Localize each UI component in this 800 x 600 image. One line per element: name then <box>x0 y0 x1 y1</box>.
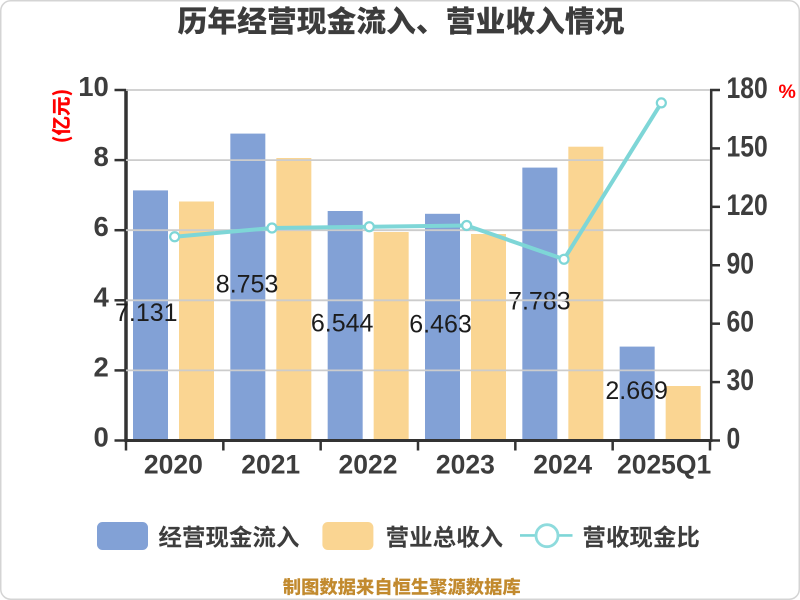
svg-text:2.669: 2.669 <box>605 377 668 405</box>
svg-text:2020: 2020 <box>144 449 203 479</box>
svg-text:0: 0 <box>727 423 741 456</box>
svg-text:4: 4 <box>94 281 110 312</box>
svg-text:120: 120 <box>727 189 768 222</box>
svg-text:2022: 2022 <box>339 449 398 479</box>
svg-text:2025Q1: 2025Q1 <box>617 449 711 479</box>
svg-text:60: 60 <box>727 306 755 339</box>
svg-text:0: 0 <box>94 422 109 453</box>
svg-text:2021: 2021 <box>241 449 300 479</box>
svg-text:2: 2 <box>94 351 109 382</box>
svg-text:6.463: 6.463 <box>409 311 472 339</box>
svg-text:6.544: 6.544 <box>311 309 374 337</box>
svg-text:%: % <box>779 81 796 103</box>
svg-text:8.753: 8.753 <box>216 271 279 299</box>
svg-text:30: 30 <box>727 364 755 397</box>
svg-text:2024: 2024 <box>533 449 592 479</box>
svg-text:180: 180 <box>727 72 768 105</box>
svg-text:8: 8 <box>94 141 109 172</box>
svg-text:2023: 2023 <box>436 449 495 479</box>
svg-text:90: 90 <box>727 247 755 280</box>
svg-text:150: 150 <box>727 130 768 163</box>
svg-text:7.783: 7.783 <box>508 288 571 316</box>
svg-text:6: 6 <box>94 211 109 242</box>
svg-text:10: 10 <box>78 71 109 102</box>
svg-text:7.131: 7.131 <box>115 299 178 327</box>
